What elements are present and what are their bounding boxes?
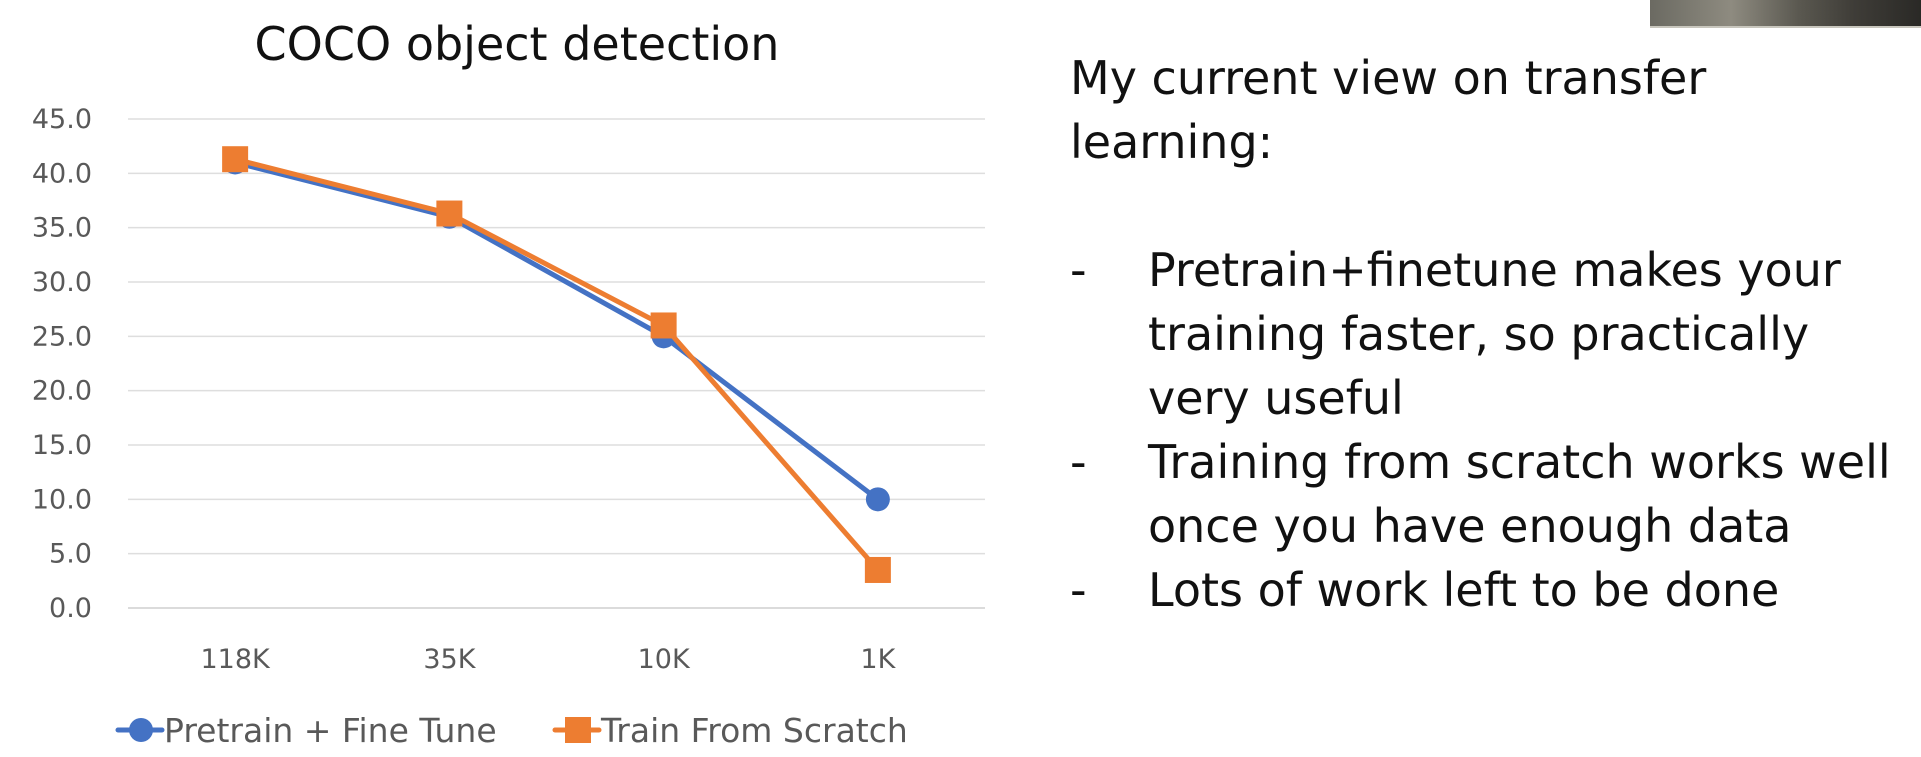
y-tick-label: 20.0 <box>32 376 92 407</box>
x-tick-label: 35K <box>423 644 476 675</box>
slide-text-panel: My current view on transfer learning: - … <box>1070 46 1910 622</box>
bullet-dash: - <box>1070 563 1087 617</box>
data-point <box>222 146 249 173</box>
x-axis-ticks: 118K 35K 10K 1K <box>201 644 897 675</box>
bullet-list: - Pretrain+finetune makes your training … <box>1070 238 1910 622</box>
y-tick-label: 40.0 <box>32 158 92 189</box>
bullet-dash: - <box>1070 243 1087 297</box>
x-tick-label: 118K <box>201 644 272 675</box>
bullet-text: Pretrain+finetune makes your training fa… <box>1148 243 1841 425</box>
bullet-item: - Lots of work left to be done <box>1070 558 1910 622</box>
y-tick-label: 15.0 <box>32 430 92 461</box>
legend-marker <box>129 718 153 742</box>
y-axis-ticks: 45.0 40.0 35.0 30.0 25.0 20.0 15.0 10.0 5.0 0.0 <box>32 104 92 624</box>
data-point <box>436 200 463 227</box>
bullet-text: Training from scratch works well once yo… <box>1148 435 1891 553</box>
series-line <box>232 156 881 573</box>
bullet-item: - Pretrain+finetune makes your training … <box>1070 238 1910 430</box>
chart-gridlines <box>128 118 985 609</box>
line-chart: COCO object detection 45.0 40.0 35.0 30.0 25… <box>32 17 985 750</box>
chart-title: COCO object detection <box>255 17 780 71</box>
y-tick-label: 5.0 <box>49 539 92 570</box>
bullet-text: Lots of work left to be done <box>1148 563 1780 617</box>
y-tick-label: 10.0 <box>32 484 92 515</box>
data-point <box>864 556 891 583</box>
bullet-dash: - <box>1070 435 1087 489</box>
y-tick-label: 0.0 <box>49 593 92 624</box>
slide-heading: My current view on transfer learning: <box>1070 51 1707 169</box>
webcam-thumbnail <box>1650 0 1921 28</box>
chart-legend: Pretrain + Fine Tune Train From Scratch <box>115 711 908 750</box>
series-line <box>232 159 881 502</box>
legend-label: Train From Scratch <box>600 711 908 750</box>
legend-marker <box>565 717 591 743</box>
y-tick-label: 25.0 <box>32 321 92 352</box>
y-tick-label: 35.0 <box>32 213 92 244</box>
y-tick-label: 30.0 <box>32 267 92 298</box>
data-point <box>865 487 890 512</box>
legend-label: Pretrain + Fine Tune <box>164 711 497 750</box>
data-point <box>650 312 677 339</box>
x-tick-label: 10K <box>638 644 691 675</box>
bullet-item: - Training from scratch works well once … <box>1070 430 1910 558</box>
chart-series <box>222 146 891 583</box>
y-tick-label: 45.0 <box>32 104 92 135</box>
x-tick-label: 1K <box>860 644 896 675</box>
